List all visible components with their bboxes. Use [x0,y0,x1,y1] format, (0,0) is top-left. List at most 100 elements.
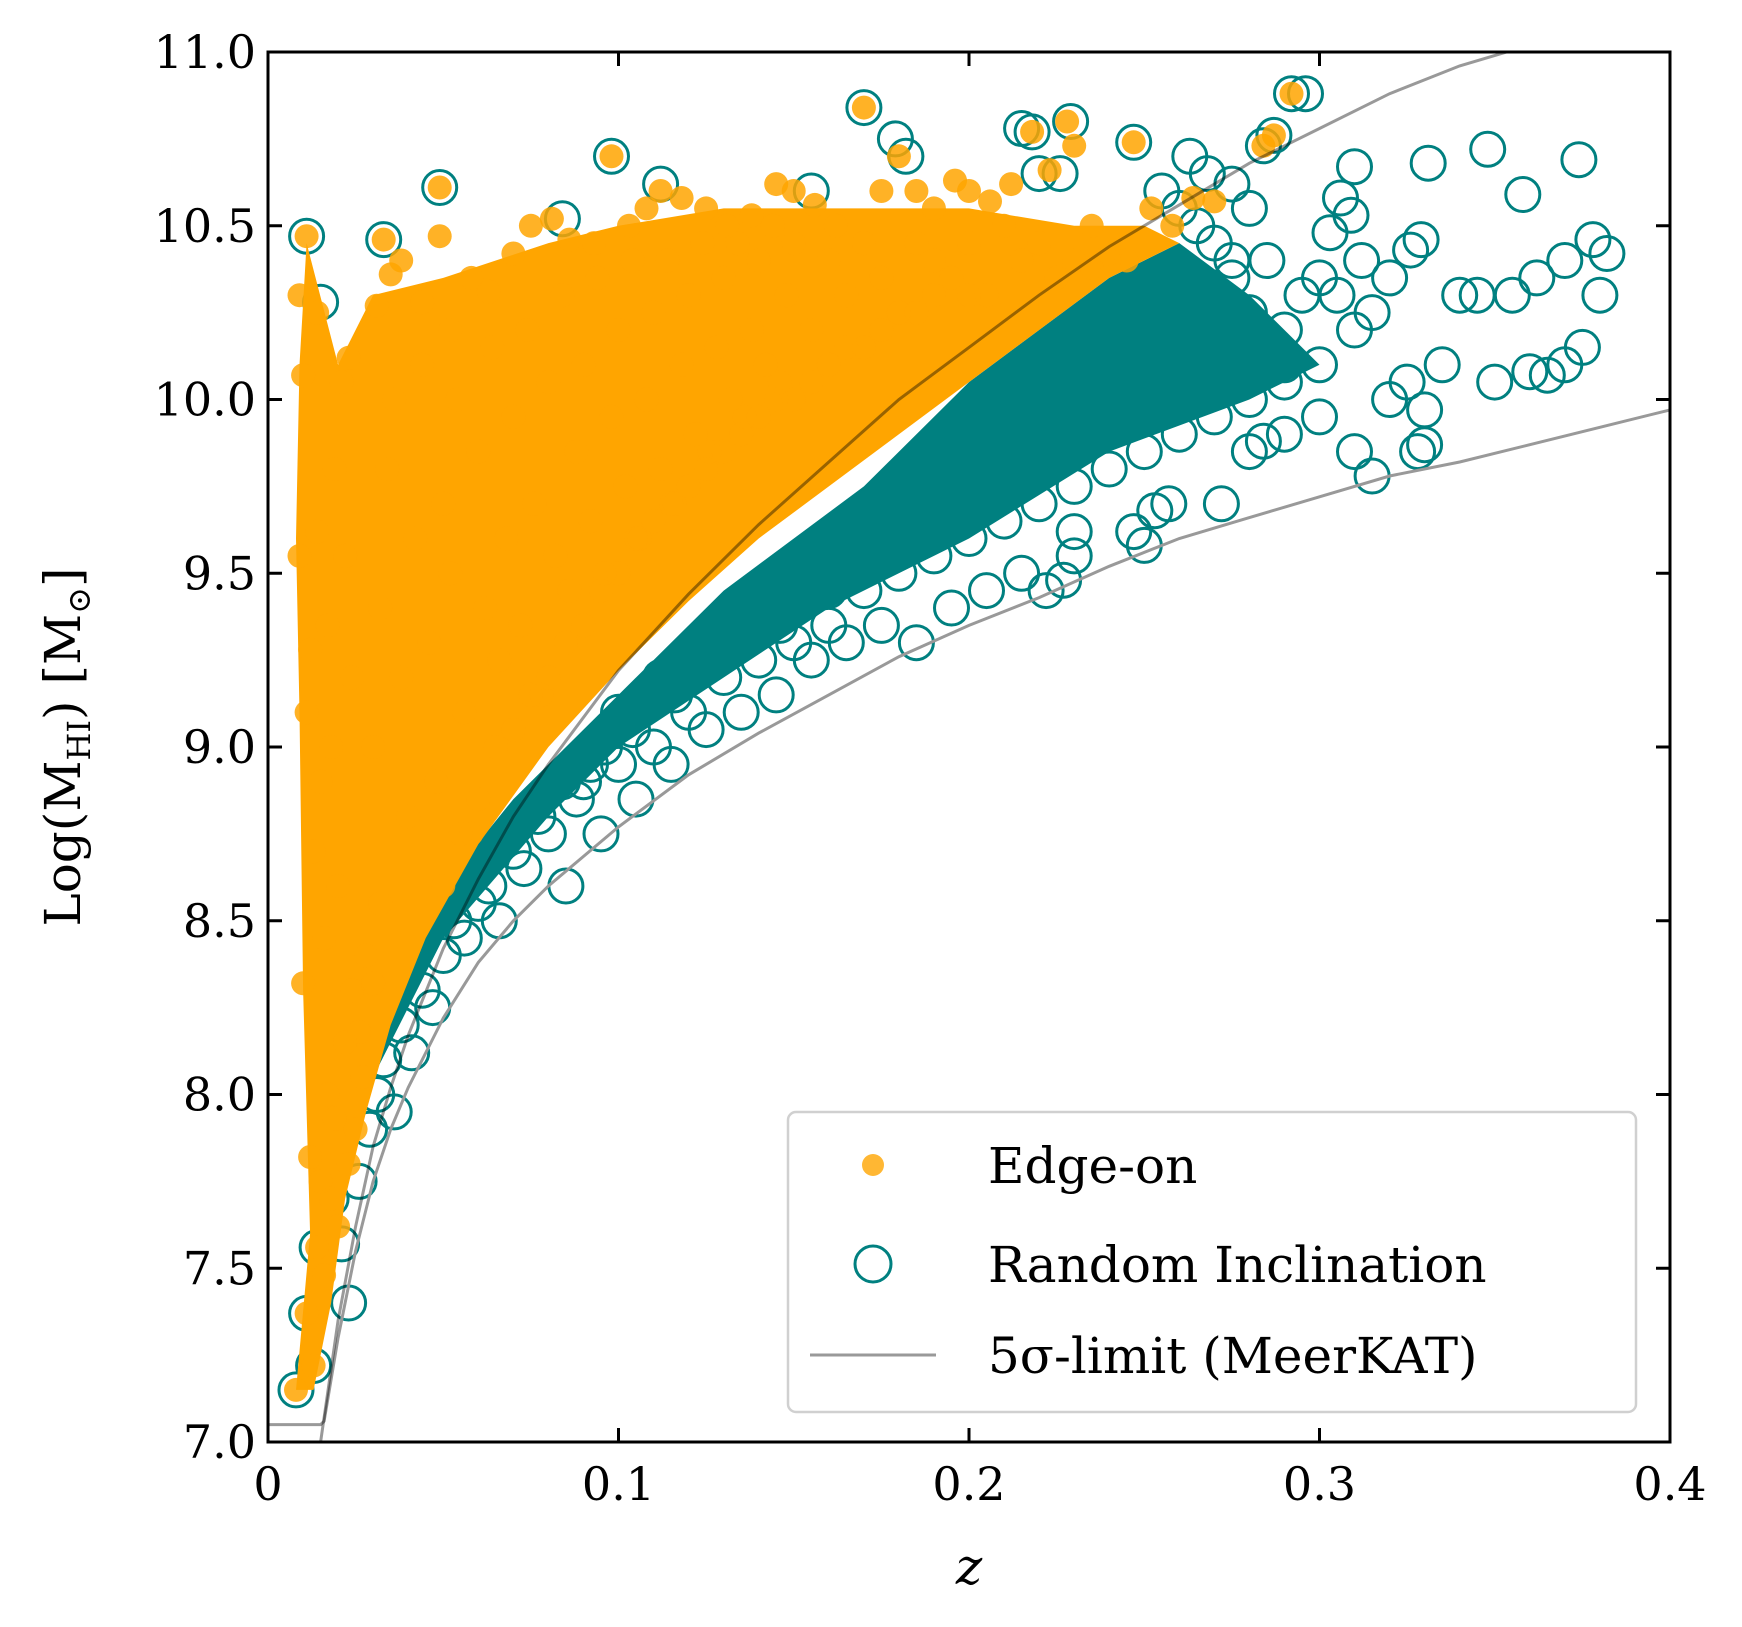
edge-on-point [550,283,575,308]
edge-on-point [396,804,421,829]
edge-on-point [371,227,396,252]
random-inclination-point [1202,485,1240,523]
x-axis-label: z [955,1538,983,1596]
edge-on-point [921,248,946,273]
edge-on-point [585,265,610,290]
random-inclination-point [421,169,459,206]
edge-on-point [312,926,337,951]
edge-on-point [921,283,946,308]
edge-on-point [298,637,323,662]
y-tick-label: 9.0 [183,720,256,774]
edge-on-point [322,1106,347,1131]
random-inclination-point [792,537,830,575]
edge-on-point [291,363,316,388]
random-inclination-point [1406,391,1444,429]
edge-on-point [305,300,330,325]
random-inclination-point [1265,415,1303,453]
edge-on-point [904,300,929,325]
edge-on-point [459,265,484,290]
edge-on-point [508,613,533,638]
edge-on-point [781,179,806,203]
edge-on-point [368,891,393,916]
edge-on-point [294,700,319,725]
random-inclination-point [1055,363,1093,401]
edge-on-point [957,283,981,308]
edge-on-point [624,526,648,551]
edge-on-point [869,318,894,342]
legend-label-random-inclination: Random Inclination [988,1236,1487,1294]
edge-on-point [284,1377,308,1402]
edge-on-point [340,978,365,1003]
edge-on-point [799,318,824,342]
random-inclination-point [1441,276,1479,314]
random-inclination-point [1528,356,1566,394]
edge-on-point [760,213,785,238]
random-inclination-point [1581,276,1619,314]
edge-on-point [694,457,719,481]
legend-marker-edge-on [862,1154,884,1176]
edge-on-point [350,1065,375,1090]
edge-on-point [287,543,312,568]
edge-on-point [676,474,701,499]
edge-on-point [711,265,736,290]
edge-on-point [410,352,435,377]
random-inclination-point [1588,235,1626,272]
edge-on-point [424,769,449,794]
edge-on-point [641,509,666,534]
edge-on-point [669,352,694,377]
edge-on-point [739,318,764,342]
random-inclination-point [1230,433,1268,471]
random-inclination-point [1273,75,1310,113]
edge-on-point [326,874,351,898]
random-inclination-point [1546,242,1584,279]
random-inclination-point [1055,513,1093,551]
edge-on-point [322,457,347,481]
edge-on-point [571,613,596,638]
edge-on-point [294,1301,319,1326]
random-inclination-point [403,971,441,1009]
random-inclination-point [1336,433,1373,471]
edge-on-point [606,561,631,586]
edge-on-point [389,665,414,690]
edge-on-point [739,203,764,228]
edge-on-point [333,543,358,568]
edge-on-point [298,1145,323,1169]
edge-on-point [620,248,645,273]
edge-on-point [974,283,999,308]
random-inclination-point [897,467,935,505]
edge-on-point [410,290,435,315]
random-inclination-point [1563,328,1601,366]
legend-box [786,1110,1638,1414]
edge-on-point [834,335,859,360]
random-inclination-point [915,537,953,575]
edge-on-point [448,821,473,846]
edge-on-point [301,839,326,864]
random-inclination-point [1469,130,1507,168]
legend-marker-random-inclination [853,1244,893,1284]
random-inclination-point [687,711,725,749]
random-inclination-point [1371,259,1409,297]
edge-on-point [427,175,452,200]
random-inclination-point [1409,144,1447,182]
edge-on-point [921,196,946,221]
edge-on-point [1261,123,1286,148]
edge-on-point [939,265,964,290]
random-inclination-point [827,624,865,662]
random-inclination-point [1090,450,1128,488]
random-inclination-point [705,659,743,696]
edge-on-point [466,787,491,812]
random-inclination-point [1574,221,1612,259]
random-inclination-point [1055,537,1093,575]
edge-on-point [669,186,694,210]
edge-on-point [431,874,456,898]
y-tick-label: 8.0 [183,1068,256,1122]
edge-on-point [466,439,491,464]
random-inclination-point [1476,363,1514,401]
edge-on-point [1044,265,1069,290]
random-inclination-point [1244,422,1282,460]
edge-on-point [336,1152,361,1176]
edge-on-point [553,630,578,655]
random-inclination-point [1336,148,1373,186]
edge-on-point [753,352,778,377]
